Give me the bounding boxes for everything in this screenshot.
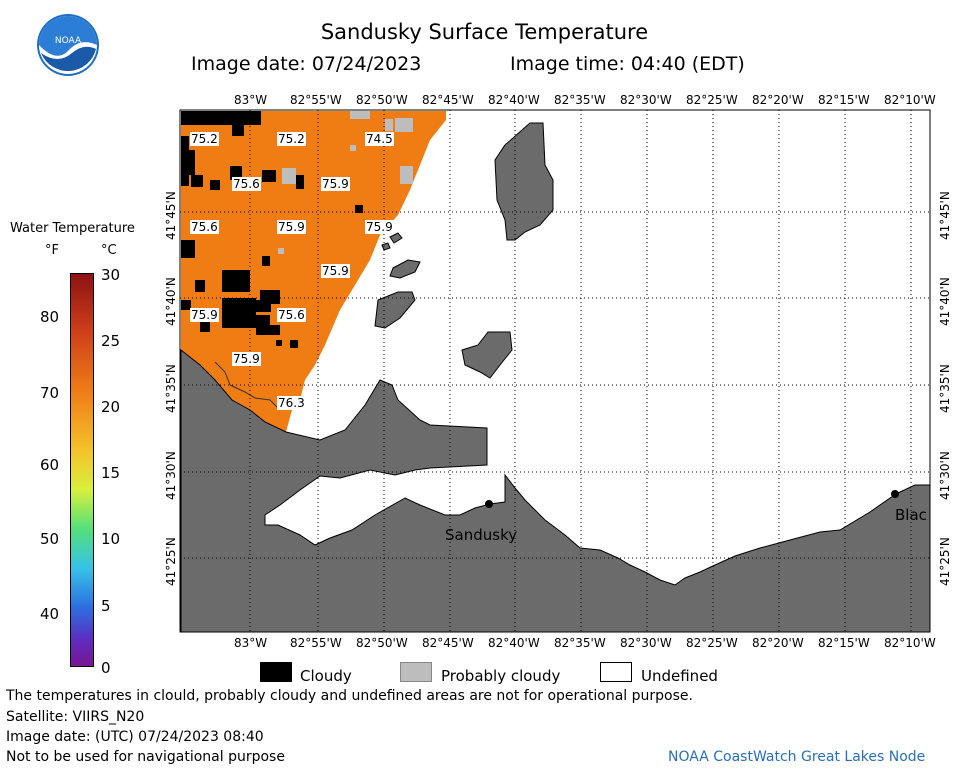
lon-label-top: 82°15'W	[818, 93, 870, 107]
colorbar-c-tick: 20	[101, 398, 121, 416]
lon-label-top: 82°45'W	[422, 93, 474, 107]
island-tiny-2	[381, 242, 391, 251]
lon-label-bottom: 82°40'W	[488, 636, 540, 650]
image-time: Image time: 04:40 (EDT)	[510, 53, 745, 75]
island-small-2	[374, 291, 416, 329]
lon-label-top: 82°50'W	[356, 93, 408, 107]
utc-date-text: Image date: (UTC) 07/24/2023 08:40	[6, 729, 264, 745]
colorbar-f-tick: 60	[40, 456, 60, 474]
lon-label-top: 82°55'W	[290, 93, 342, 107]
cloud-patches	[181, 111, 363, 348]
graticule	[180, 110, 930, 632]
colorbar-c-tick: 25	[101, 332, 121, 350]
colorbar-c-tick: 30	[101, 266, 121, 284]
lon-label-bottom: 82°30'W	[620, 636, 672, 650]
temp-label: 75.6	[277, 308, 306, 322]
lon-label-bottom: 82°20'W	[752, 636, 804, 650]
temp-label: 75.2	[190, 132, 219, 146]
lon-label-bottom: 82°10'W	[884, 636, 936, 650]
lon-label-bottom: 82°45'W	[422, 636, 474, 650]
colorbar-unit-c: °C	[101, 243, 117, 258]
lon-label-top: 83°W	[234, 93, 268, 107]
bay-city-label: Blac	[895, 506, 927, 524]
disclaimer-text: The temperatures in clould, probably clo…	[6, 688, 693, 704]
colorbar-c-tick: 5	[101, 597, 111, 615]
temp-label: 76.3	[277, 396, 306, 410]
legend-swatch-undefined	[600, 662, 632, 682]
coastline-detail	[214, 361, 281, 411]
lat-label-left: 41°35'N	[164, 364, 178, 413]
colorbar-title: Water Temperature	[10, 221, 135, 236]
sandusky-marker	[485, 500, 493, 508]
lon-label-bottom: 82°25'W	[686, 636, 738, 650]
lon-label-bottom: 82°50'W	[356, 636, 408, 650]
satellite-text: Satellite: VIIRS_N20	[6, 709, 145, 725]
lat-label-left: 41°25'N	[164, 537, 178, 586]
lat-label-right: 41°30'N	[938, 451, 952, 500]
legend-swatch-cloudy	[260, 662, 292, 682]
colorbar-f-tick: 80	[40, 308, 60, 326]
credit-link[interactable]: NOAA CoastWatch Great Lakes Node	[668, 749, 926, 765]
legend-swatch-probably-cloudy	[400, 662, 432, 682]
temp-label: 75.2	[277, 132, 306, 146]
temp-label: 75.9	[321, 177, 350, 191]
legend-label-probably-cloudy: Probably cloudy	[441, 667, 561, 685]
temp-label: 75.9	[365, 220, 394, 234]
logo-text: NOAA	[55, 36, 82, 46]
island-small-1	[389, 259, 421, 279]
sandusky-label: Sandusky	[445, 526, 518, 544]
temp-label: 75.6	[190, 220, 219, 234]
colorbar-f-tick: 70	[40, 384, 60, 402]
lon-label-bottom: 83°W	[234, 636, 268, 650]
legend-label-undefined: Undefined	[641, 667, 718, 685]
temp-label: 75.6	[232, 177, 261, 191]
lat-label-left: 41°30'N	[164, 451, 178, 500]
lon-label-top: 82°10'W	[884, 93, 936, 107]
land-south-shore	[180, 348, 931, 633]
legend-label-cloudy: Cloudy	[300, 667, 352, 685]
lat-label-right: 41°40'N	[938, 277, 952, 326]
image-date: Image date: 07/24/2023	[191, 53, 422, 75]
lon-label-top: 82°35'W	[554, 93, 606, 107]
island-north	[494, 122, 554, 241]
lon-label-top: 82°30'W	[620, 93, 672, 107]
lon-label-top: 82°40'W	[488, 93, 540, 107]
lat-label-left: 41°40'N	[164, 277, 178, 326]
probably-cloudy-patches	[278, 111, 413, 254]
island-east	[461, 331, 513, 379]
colorbar	[70, 273, 94, 667]
colorbar-c-tick: 0	[101, 659, 111, 677]
bay-city-marker	[891, 490, 899, 498]
lat-label-right: 41°45'N	[938, 191, 952, 240]
navigation-warning: Not to be used for navigational purpose	[6, 749, 285, 765]
lon-label-bottom: 82°15'W	[818, 636, 870, 650]
lon-label-top: 82°25'W	[686, 93, 738, 107]
temp-label: 75.9	[190, 308, 219, 322]
colorbar-c-tick: 10	[101, 530, 121, 548]
temp-label: 74.5	[365, 132, 394, 146]
colorbar-c-tick: 15	[101, 464, 121, 482]
temp-label: 75.9	[277, 220, 306, 234]
lat-label-right: 41°35'N	[938, 364, 952, 413]
water-temperature-field	[181, 111, 446, 432]
lat-label-right: 41°25'N	[938, 537, 952, 586]
island-tiny	[389, 232, 403, 244]
colorbar-f-tick: 40	[40, 605, 60, 623]
lon-label-bottom: 82°35'W	[554, 636, 606, 650]
lon-label-top: 82°20'W	[752, 93, 804, 107]
lon-label-bottom: 82°55'W	[290, 636, 342, 650]
temp-label: 75.9	[321, 264, 350, 278]
colorbar-f-tick: 50	[40, 530, 60, 548]
noaa-logo: NOAA	[36, 13, 100, 77]
lat-label-left: 41°45'N	[164, 191, 178, 240]
map-title: Sandusky Surface Temperature	[320, 20, 649, 44]
colorbar-unit-f: °F	[45, 243, 59, 258]
map-frame-border	[179, 109, 931, 633]
temp-label: 75.9	[232, 352, 261, 366]
